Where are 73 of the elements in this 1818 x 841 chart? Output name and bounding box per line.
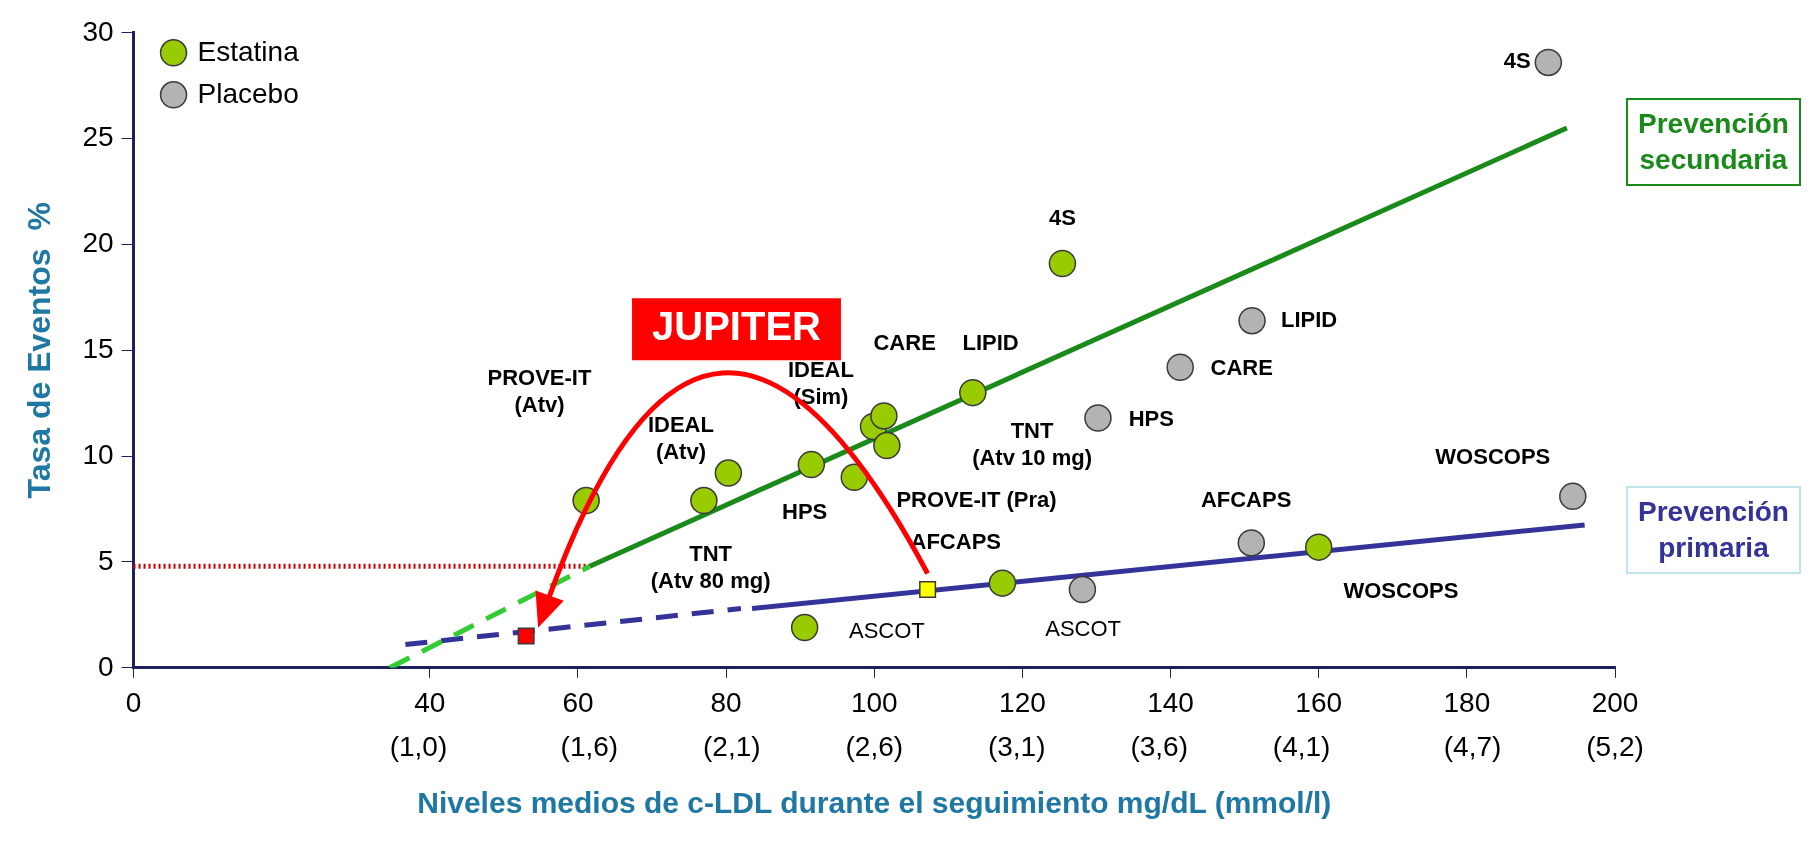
x2-tick-label: (3,1) (987, 730, 1046, 762)
annotation: CARE (1210, 355, 1273, 381)
point (870, 402, 898, 430)
x2-tick-label: (4,7) (1443, 730, 1502, 762)
x-tick-label: 100 (850, 687, 898, 719)
x-tick-label: 180 (1443, 687, 1491, 719)
annotation: IDEAL (Atv) (647, 411, 714, 464)
annotation: ASCOT (848, 617, 925, 643)
y-tick-label: 25 (82, 121, 114, 153)
annotation: AFCAPS (1200, 486, 1292, 512)
annotation: TNT (Atv 10 mg) (972, 418, 1092, 471)
annotation: WOSCOPS (1435, 444, 1551, 470)
text: Prevención secundaria (1626, 98, 1801, 186)
annotation: WOSCOPS (1343, 577, 1459, 603)
annotation: LIPID (1280, 306, 1338, 332)
annotation: 4S (1503, 48, 1531, 74)
annotation: JUPITER (652, 304, 822, 349)
y-tick-label: 0 (97, 650, 114, 682)
x2-tick-label: (2,1) (703, 730, 761, 762)
x-tick-label: 80 (710, 687, 742, 719)
x-tick-label: 140 (1147, 687, 1194, 719)
y-axis-title: Tasa de Eventos % (21, 202, 58, 499)
point (1237, 529, 1266, 557)
x-tick-label: 200 (1591, 687, 1639, 719)
point (840, 463, 869, 492)
x2-tick-label: (3,6) (1130, 730, 1188, 762)
point (1166, 353, 1194, 381)
y-tick-label: 30 (82, 15, 114, 47)
x2-tick-label: (1,0) (389, 730, 448, 762)
annotation: TNT (Atv 80 mg) (650, 540, 771, 593)
point (797, 450, 826, 479)
annotation: CARE (873, 330, 936, 356)
y-tick-label: 10 (82, 438, 114, 470)
point (873, 431, 901, 460)
point (959, 378, 987, 407)
annotation: PROVE-IT (Atv) (487, 365, 592, 418)
x2-tick-label: (2,6) (845, 730, 904, 762)
x-tick-label: 160 (1295, 687, 1343, 719)
point (1084, 404, 1112, 432)
point (690, 486, 718, 515)
x-axis-title: Niveles medios de c-LDL durante el seguimiento mg/dL (mmol/l) (417, 786, 1332, 820)
point (1304, 533, 1333, 561)
x2-tick-label: (4,1) (1272, 730, 1331, 762)
y-tick-label: 15 (82, 333, 114, 365)
x-tick-label: 120 (999, 687, 1046, 719)
annotation: PROVE-IT (Pra) (896, 486, 1057, 512)
x-tick-label: 60 (562, 687, 594, 719)
x-tick-label: 40 (414, 687, 446, 719)
annotation: AFCAPS (910, 528, 1001, 554)
legend-label: Estatina (197, 35, 300, 67)
point (1238, 306, 1266, 335)
point (988, 569, 1017, 597)
x-tick-label: 0 (125, 687, 142, 719)
text: Prevención primaria (1626, 486, 1801, 574)
point (1048, 249, 1077, 278)
point (1534, 48, 1563, 77)
point (517, 627, 535, 645)
annotation: HPS (1128, 406, 1174, 432)
annotation: LIPID (962, 330, 1019, 356)
point (919, 580, 937, 599)
annotation: ASCOT (1045, 615, 1122, 641)
point (790, 613, 819, 642)
annotation: IDEAL (Sim) (787, 356, 854, 409)
x2-tick-label: (1,6) (560, 730, 619, 762)
y-tick-label: 20 (82, 227, 114, 259)
annotation: HPS (782, 499, 828, 525)
legend-label: Placebo (197, 77, 299, 109)
annotation: 4S (1048, 205, 1076, 231)
point (714, 459, 743, 487)
x2-tick-label: (5,2) (1586, 730, 1644, 762)
y-tick-label: 5 (97, 544, 114, 576)
point (1559, 482, 1587, 511)
point (1068, 575, 1097, 604)
